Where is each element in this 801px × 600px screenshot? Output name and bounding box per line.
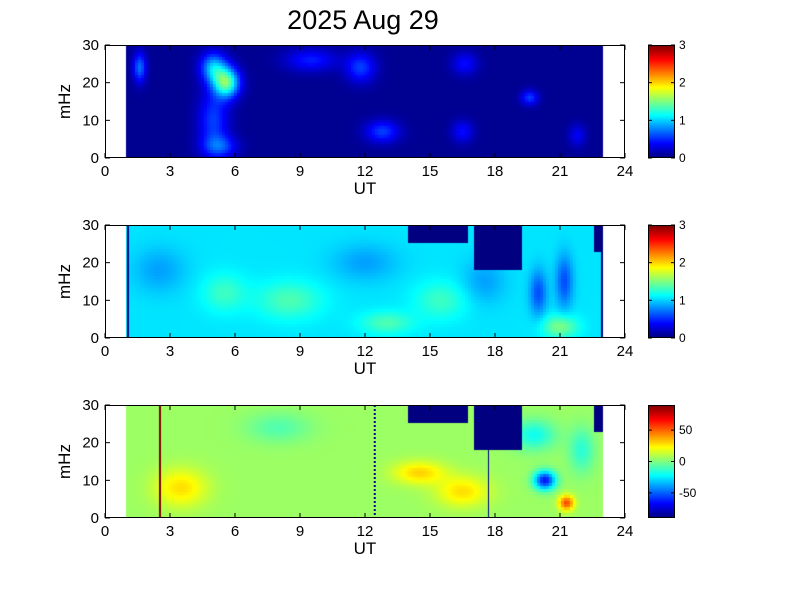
x-tick-label: 6 <box>231 523 239 540</box>
colorbar-tick-label: 1 <box>679 293 686 307</box>
colorbar-tick-label: 0 <box>679 151 686 165</box>
y-tick-label: 10 <box>82 112 99 129</box>
x-tick-label: 15 <box>422 163 439 180</box>
x-tick-label: 3 <box>166 343 174 360</box>
x-tick-label: 3 <box>166 523 174 540</box>
x-tick-label: 12 <box>357 343 374 360</box>
y-tick-label: 0 <box>91 330 99 347</box>
colorbar-3: 50 0 -50 <box>648 405 697 518</box>
colorbar-tick-label: -50 <box>679 486 697 500</box>
y-tick-label: 20 <box>82 75 99 92</box>
x-tick-label: 18 <box>487 163 504 180</box>
y-tick-label: 0 <box>91 150 99 167</box>
x-tick-label: 24 <box>617 343 634 360</box>
y-axis-label: mHz <box>55 84 74 119</box>
figure-title: 2025 Aug 29 <box>287 5 439 35</box>
x-tick-label: 21 <box>552 343 569 360</box>
y-tick-label: 20 <box>82 435 99 452</box>
y-tick-label: 20 <box>82 255 99 272</box>
x-axis-label: UT <box>354 539 377 558</box>
x-tick-label: 18 <box>487 343 504 360</box>
x-tick-label: 0 <box>101 163 109 180</box>
x-tick-label: 15 <box>422 343 439 360</box>
x-axis-label: UT <box>354 179 377 198</box>
colorbar-tick-label: 0 <box>679 331 686 345</box>
x-tick-label: 9 <box>296 343 304 360</box>
x-tick-label: 3 <box>166 163 174 180</box>
x-tick-label: 21 <box>552 163 569 180</box>
y-tick-label: 30 <box>82 397 99 414</box>
x-tick-label: 12 <box>357 523 374 540</box>
x-axis-label: UT <box>354 359 377 378</box>
x-tick-label: 21 <box>552 523 569 540</box>
y-axis-label: mHz <box>55 264 74 299</box>
colorbar-gradient-1 <box>648 45 675 158</box>
x-tick-label: 6 <box>231 163 239 180</box>
x-tick-label: 9 <box>296 523 304 540</box>
colorbar-tick-label: 2 <box>679 76 686 90</box>
x-tick-label: 0 <box>101 343 109 360</box>
x-tick-label: 24 <box>617 163 634 180</box>
colorbar-tick-label: 0 <box>679 455 686 469</box>
x-tick-label: 18 <box>487 523 504 540</box>
y-tick-label: 0 <box>91 510 99 527</box>
x-tick-label: 9 <box>296 163 304 180</box>
spectrogram-image-1 <box>105 45 625 158</box>
y-axis-label: mHz <box>55 444 74 479</box>
colorbar-gradient-3 <box>648 405 675 518</box>
colorbar-tick-label: 3 <box>679 38 686 52</box>
colorbar-tick-label: 2 <box>679 256 686 270</box>
colorbar-frame-2 <box>648 225 675 338</box>
y-tick-label: 30 <box>82 37 99 54</box>
y-tick-label: 10 <box>82 472 99 489</box>
colorbar-frame-1 <box>648 45 675 158</box>
x-tick-label: 0 <box>101 523 109 540</box>
colorbar-1: 0 1 2 3 <box>648 38 686 165</box>
x-tick-label: 12 <box>357 163 374 180</box>
colorbar-tick-label: 1 <box>679 113 686 127</box>
colorbar-2: 0 1 2 3 <box>648 218 686 345</box>
colorbar-gradient-2 <box>648 225 675 338</box>
spectrogram-panel-3: 0 3 6 9 12 15 18 21 24 0 10 20 30 UT mHz 50 0 -50 <box>55 397 697 558</box>
colorbar-tick-label: 3 <box>679 218 686 232</box>
y-tick-label: 10 <box>82 292 99 309</box>
x-tick-label: 6 <box>231 343 239 360</box>
colorbar-tick-label: 50 <box>679 423 693 437</box>
y-tick-label: 30 <box>82 217 99 234</box>
x-tick-label: 24 <box>617 523 634 540</box>
spectrogram-image-3 <box>105 405 625 518</box>
x-tick-label: 15 <box>422 523 439 540</box>
spectrogram-image-2 <box>105 225 625 338</box>
